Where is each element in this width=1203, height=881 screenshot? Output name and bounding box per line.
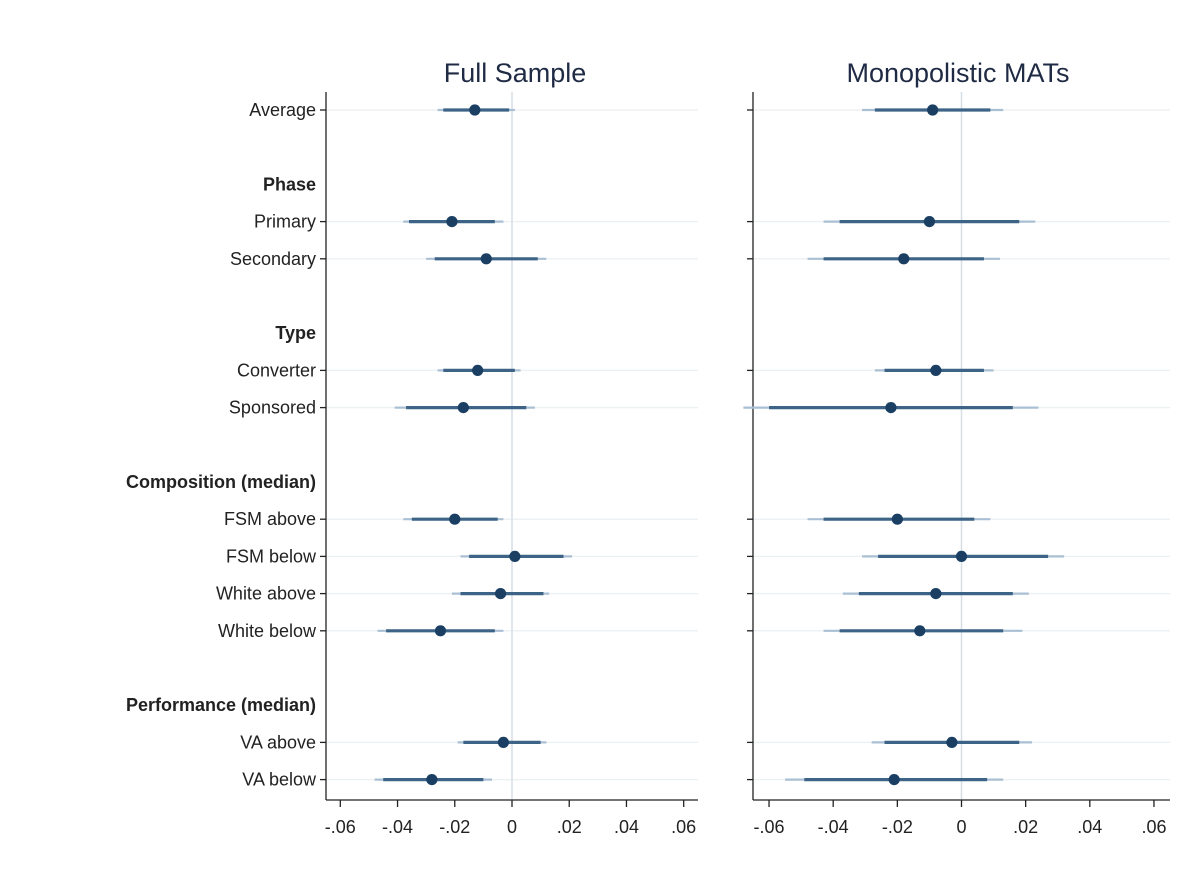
- panel-full-sample-white-below-point: [434, 625, 447, 637]
- row-label-white-above: White above: [216, 584, 316, 604]
- panel-monopolistic-mats-white-above-point: [930, 588, 942, 600]
- panel-full-sample-xtick-label-4: .02: [557, 817, 582, 837]
- panel-full-sample-xtick-label-1: -.04: [382, 817, 413, 837]
- panel-full-sample-primary-point: [446, 216, 458, 228]
- row-label-va-below: VA below: [242, 770, 317, 790]
- panel-full-sample-xtick-label-0: -.06: [325, 817, 356, 837]
- row-label-fsm-above: FSM above: [224, 509, 316, 529]
- panel-monopolistic-mats-converter-point: [930, 364, 942, 376]
- panel-monopolistic-mats-title: Monopolistic MATs: [846, 58, 1069, 88]
- row-label-va-above: VA above: [240, 732, 316, 752]
- panel-monopolistic-mats-va-above-point: [946, 736, 958, 749]
- panel-full-sample-xtick-label-5: .04: [614, 817, 639, 837]
- row-label-fsm-below: FSM below: [226, 546, 317, 566]
- panel-full-sample-xtick-label-2: -.02: [439, 817, 470, 837]
- panel-monopolistic-mats-fsm-below-point: [955, 550, 968, 563]
- panel-monopolistic-mats-sponsored-point: [885, 402, 897, 414]
- panel-monopolistic-mats-fsm-above-point: [891, 513, 903, 525]
- panel-monopolistic-mats-xtick-label-0: -.06: [754, 817, 785, 837]
- row-label-primary: Primary: [254, 212, 316, 232]
- row-header-type: Type: [275, 323, 316, 343]
- row-header-performance-median: Performance (median): [126, 695, 316, 715]
- panel-full-sample-fsm-above-point: [449, 513, 461, 525]
- panel-monopolistic-mats-secondary-point: [898, 253, 910, 265]
- panel-full-sample-average-point: [469, 104, 481, 116]
- panel-monopolistic-mats-white-below-point: [914, 625, 926, 637]
- panel-monopolistic-mats-xtick-label-3: 0: [956, 817, 966, 837]
- panel-full-sample-xtick-label-3: 0: [507, 817, 517, 837]
- panel-full-sample-xtick-label-6: .06: [671, 817, 696, 837]
- panel-monopolistic-mats-xtick-label-1: -.04: [818, 817, 849, 837]
- panel-full-sample-title: Full Sample: [444, 58, 587, 88]
- row-header-phase: Phase: [263, 174, 316, 194]
- panel-full-sample-sponsored-point: [457, 402, 469, 414]
- panel-monopolistic-mats-va-below-point: [888, 774, 900, 786]
- row-label-sponsored: Sponsored: [229, 398, 316, 418]
- row-label-secondary: Secondary: [230, 249, 316, 269]
- panel-monopolistic-mats-primary-point: [923, 216, 936, 228]
- panel-monopolistic-mats-xtick-label-5: .04: [1077, 817, 1102, 837]
- panel-full-sample-white-above-point: [494, 588, 507, 600]
- row-label-white-below: White below: [218, 621, 317, 641]
- panel-monopolistic-mats-average-point: [927, 104, 939, 116]
- panel-monopolistic-mats-xtick-label-4: .02: [1013, 817, 1038, 837]
- panel-full-sample-fsm-below-point: [509, 550, 521, 563]
- panel-monopolistic-mats-xtick-label-6: .06: [1141, 817, 1166, 837]
- panel-monopolistic-mats-xtick-label-2: -.02: [882, 817, 913, 837]
- panel-full-sample-secondary-point: [480, 253, 492, 265]
- panel-full-sample-converter-point: [472, 364, 484, 376]
- row-label-converter: Converter: [237, 360, 316, 380]
- row-header-composition-median: Composition (median): [126, 472, 316, 492]
- row-label-average: Average: [249, 100, 316, 120]
- panel-full-sample-va-above-point: [497, 736, 510, 749]
- panel-full-sample-va-below-point: [426, 774, 438, 786]
